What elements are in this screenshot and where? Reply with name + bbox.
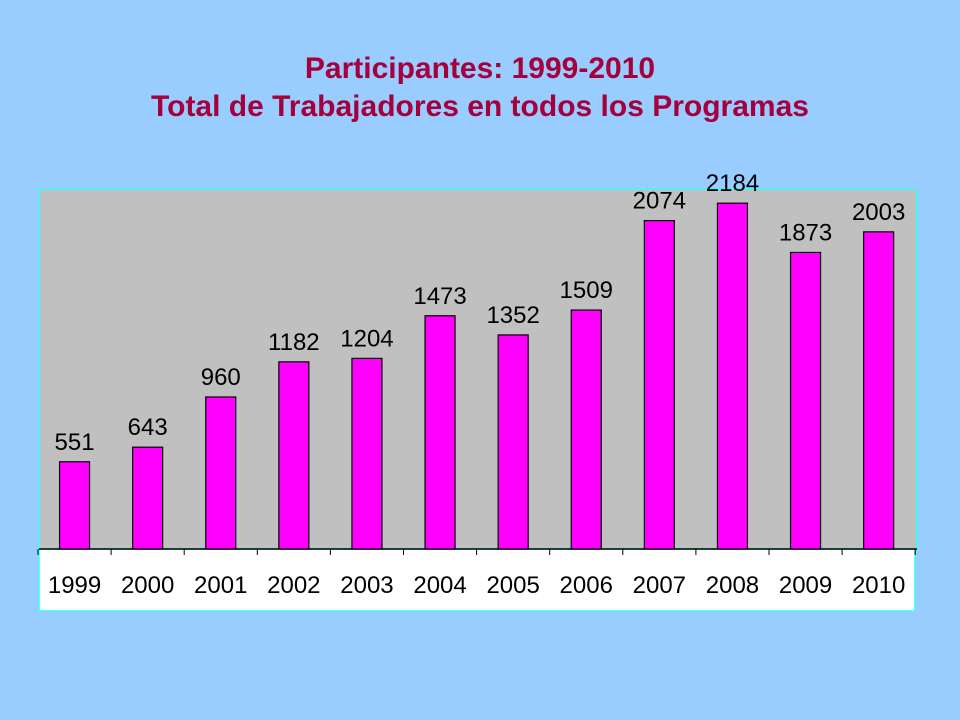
bar-1999 [58, 461, 91, 550]
title-line-2: Total de Trabajadores en todos los Progr… [151, 90, 809, 123]
tick-label-2003: 2003 [340, 572, 393, 599]
data-label-2002: 1182 [268, 329, 320, 356]
data-label-2007: 2074 [633, 188, 686, 215]
data-label-2000: 643 [128, 414, 168, 441]
data-labels-group: 551 643 960 1182 1204 1473 1352 1509 2074 2184 187… [55, 170, 906, 456]
bar-2002 [278, 361, 310, 550]
tick-label-1999: 1999 [48, 572, 101, 599]
bars-group [58, 202, 895, 550]
tick-label-2002: 2002 [267, 572, 320, 599]
bar-2009 [789, 251, 822, 550]
bar-2001 [205, 396, 237, 550]
data-label-2008: 2184 [706, 170, 759, 197]
bar-2004 [424, 315, 456, 550]
bar-2005 [497, 334, 529, 550]
data-label-1999: 551 [55, 429, 95, 456]
tick-label-2006: 2006 [560, 572, 613, 599]
data-label-2010: 2003 [852, 199, 905, 226]
bar-2000 [132, 446, 164, 550]
bar-2007 [643, 220, 675, 550]
tick-label-2007: 2007 [633, 572, 686, 599]
data-label-2006: 1509 [560, 277, 613, 304]
tick-label-2009: 2009 [779, 572, 832, 599]
tick-labels-group: 1999 2000 2001 2002 2003 2004 2005 2006 2007 2008… [48, 572, 905, 599]
data-label-2009: 1873 [779, 219, 832, 246]
tick-label-2000: 2000 [121, 572, 174, 599]
title-line-1: Participantes: 1999-2010 [304, 52, 656, 85]
tick-label-2008: 2008 [706, 572, 759, 599]
data-label-2003: 1204 [340, 325, 393, 352]
tick-label-2005: 2005 [486, 572, 539, 599]
bar-2006 [570, 309, 602, 550]
data-label-2004: 1473 [413, 283, 466, 310]
bar-2003 [351, 357, 383, 550]
bar-2008 [716, 202, 749, 550]
tick-label-2010: 2010 [852, 572, 905, 599]
data-label-2001: 960 [201, 364, 241, 391]
tick-label-2001: 2001 [194, 572, 247, 599]
tick-label-2004: 2004 [413, 572, 466, 599]
plot-area [38, 188, 918, 550]
x-axis-band [38, 548, 916, 612]
bar-2010 [863, 231, 895, 550]
x-axis-ticks [37, 549, 916, 555]
data-label-2005: 1352 [486, 302, 539, 329]
slide-title: Participantes: 1999-2010 Total de Trabaj… [0, 50, 960, 126]
